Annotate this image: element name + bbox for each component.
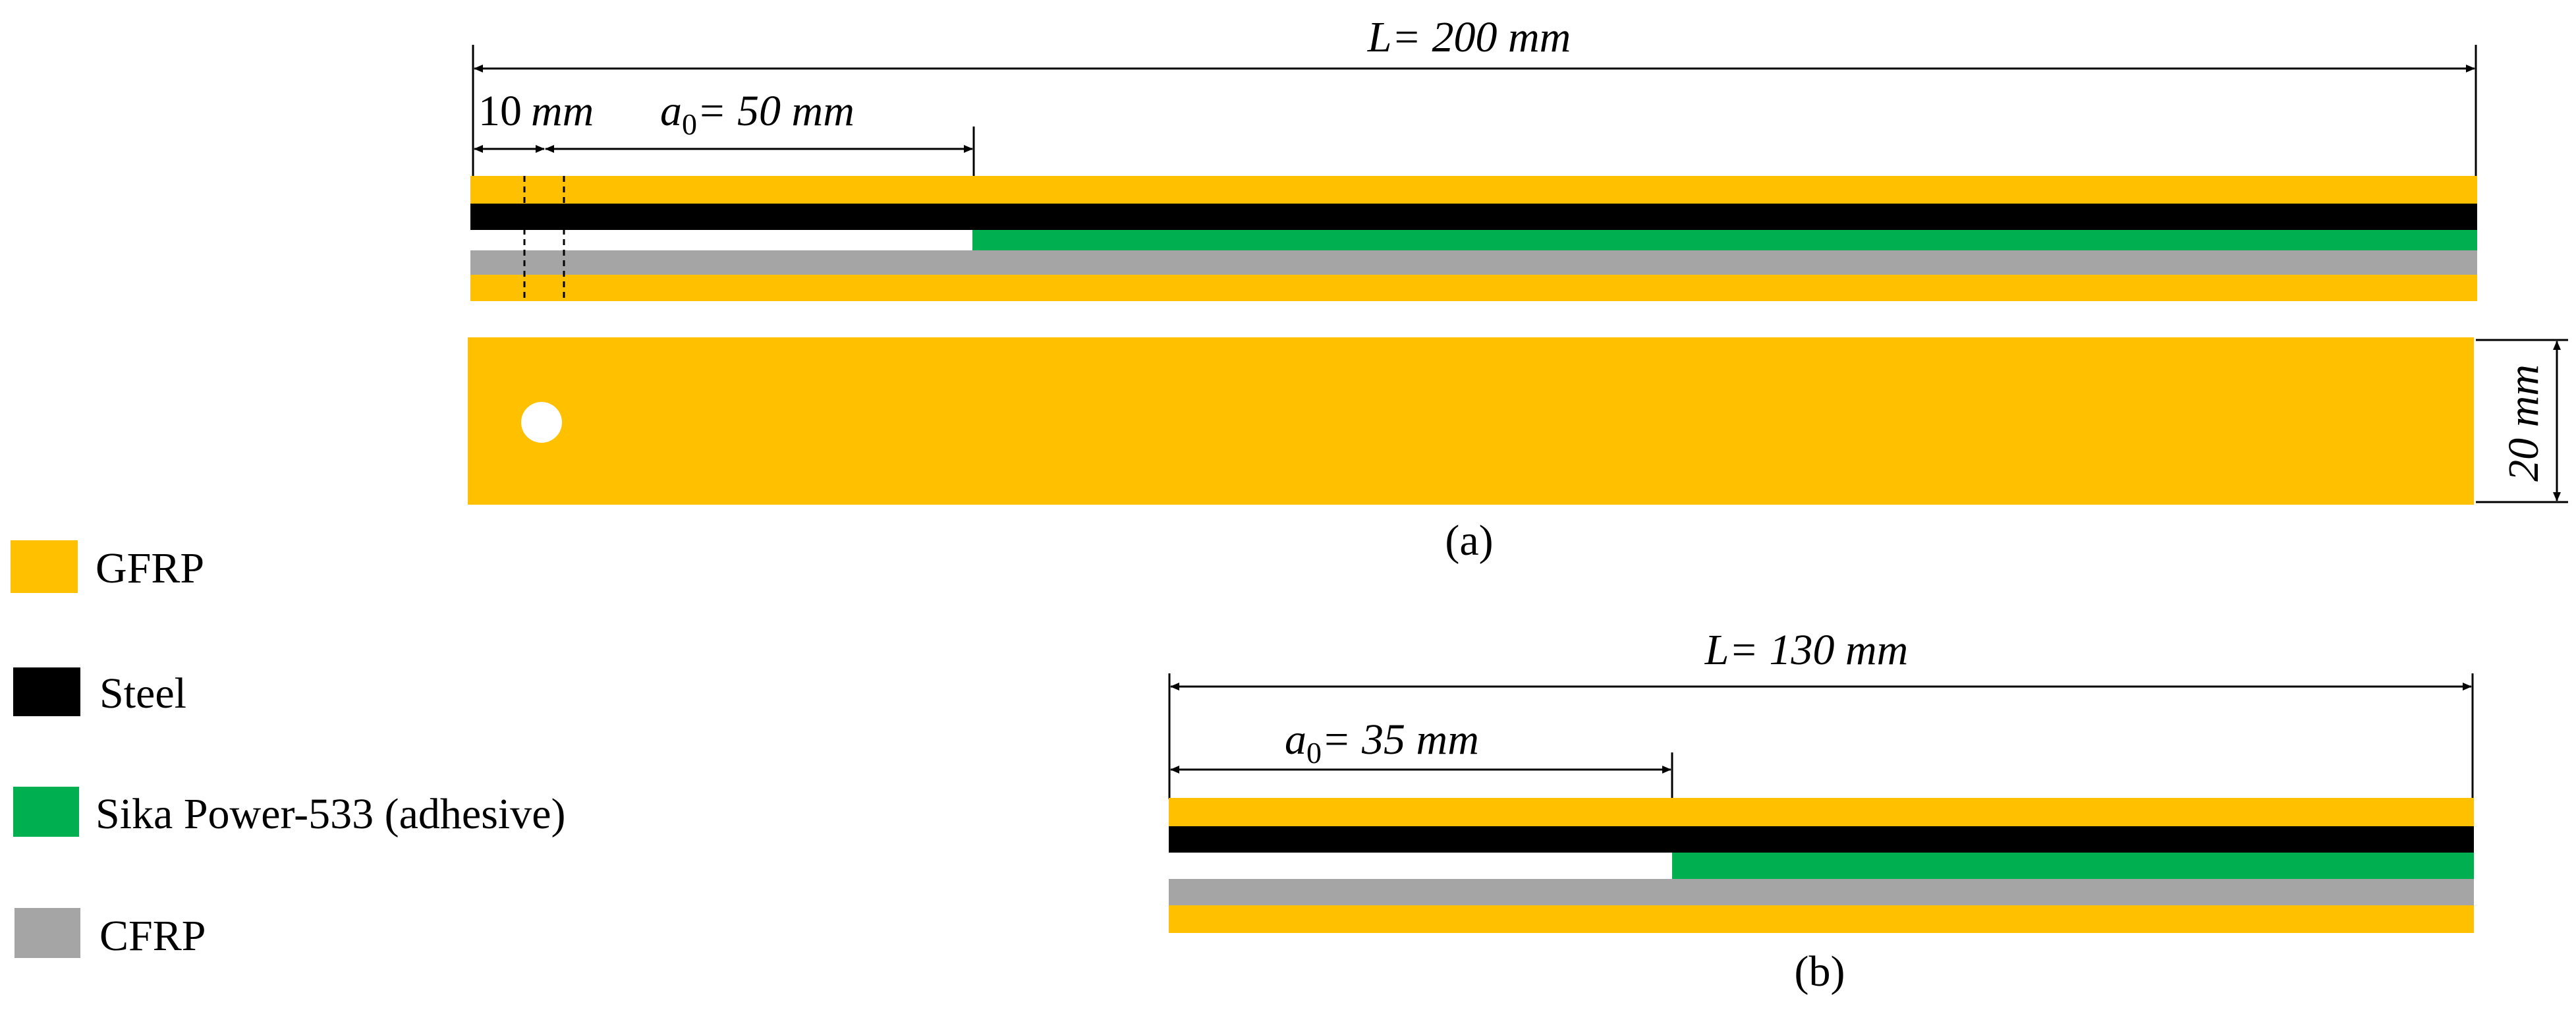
a-top-view-plate <box>468 337 2474 505</box>
a-caption: (a) <box>1445 517 1493 565</box>
b-steel-layer <box>1169 826 2474 853</box>
legend-steel-label: Steel <box>99 669 186 718</box>
legend-adhesive-swatch <box>13 787 79 837</box>
b-length-label: L= 130 mm <box>1704 626 1909 674</box>
b-adhesive-layer <box>1672 853 2474 879</box>
b-gfrp-bottom-layer <box>1169 905 2474 933</box>
specimen-a: L= 200 mm 10 mm a0= 50 mm 20 mm (a) <box>468 13 2568 565</box>
b-crack-length-label: a0= 35 mm <box>1285 716 1479 770</box>
legend-cfrp-swatch <box>14 908 80 958</box>
a-crack-length-label: a0= 50 mm <box>660 87 854 141</box>
a-length-label: L= 200 mm <box>1367 13 1571 61</box>
b-caption: (b) <box>1795 947 1845 996</box>
legend-adhesive-label: Sika Power-533 (adhesive) <box>96 790 566 838</box>
legend: GFRP Steel Sika Power-533 (adhesive) CFR… <box>11 540 566 960</box>
legend-cfrp-label: CFRP <box>99 912 206 960</box>
a-hole-offset-label: 10 mm <box>478 87 594 135</box>
a-gfrp-bottom-layer <box>470 275 2477 301</box>
b-cfrp-layer <box>1169 879 2474 905</box>
a-steel-layer <box>470 204 2477 230</box>
a-cfrp-layer <box>470 250 2477 275</box>
a-gfrp-top-layer <box>470 176 2477 204</box>
legend-gfrp-label: GFRP <box>96 544 204 592</box>
b-gfrp-top-layer <box>1169 798 2474 826</box>
legend-steel-swatch <box>13 667 80 716</box>
specimen-b: L= 130 mm a0= 35 mm (b) <box>1168 626 2474 996</box>
a-adhesive-layer <box>972 230 2477 250</box>
a-width-label: 20 mm <box>2500 364 2548 482</box>
legend-gfrp-swatch <box>11 540 78 593</box>
a-loading-hole <box>521 402 562 443</box>
